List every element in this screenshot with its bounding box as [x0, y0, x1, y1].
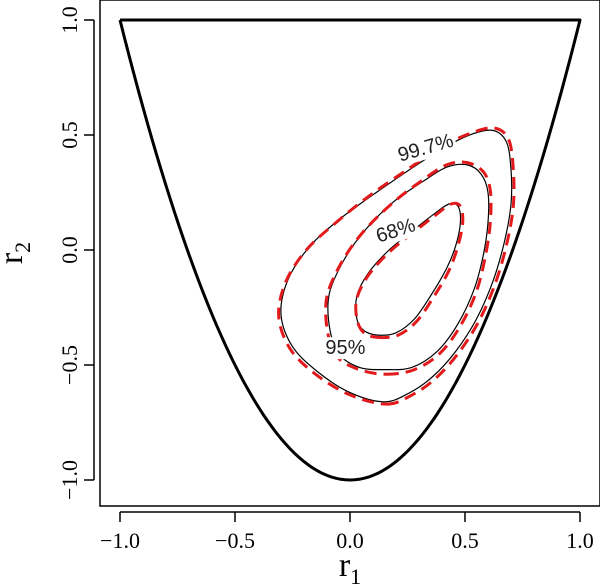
contour-label-layer: 68% 95% 99.7% — [323, 129, 459, 360]
x-tick-label: 0.0 — [336, 528, 364, 553]
contour-solid-95pct — [327, 163, 490, 371]
contour-label-bg-99-7pct — [393, 129, 459, 168]
contour-label-99-7pct: 99.7% — [395, 130, 456, 167]
contour-solid-99-7pct — [280, 129, 513, 403]
feasible-region-boundary — [118, 18, 582, 482]
x-axis-label: r1 — [339, 547, 361, 586]
contour-label-bg-95pct — [323, 337, 368, 360]
y-axis-label-base: r — [0, 252, 30, 264]
y-axis: −1.0 −0.5 0.0 0.5 1.0 — [57, 6, 95, 500]
contour-label-68pct: 68% — [373, 214, 418, 247]
contour-label-95pct: 95% — [325, 337, 365, 359]
x-tick-label: 1.0 — [566, 528, 594, 553]
y-tick-label: 0.0 — [57, 236, 82, 264]
y-tick-label: −0.5 — [57, 345, 82, 385]
contour-dashed-99-7pct — [277, 126, 516, 406]
boundary-layer — [118, 18, 582, 482]
x-tick-label: 0.5 — [451, 528, 479, 553]
contour-dashed-95pct — [324, 160, 493, 376]
x-axis: −1.0 −0.5 0.0 0.5 1.0 — [100, 511, 594, 553]
contour-label-bg-68pct — [371, 213, 421, 249]
y-tick-label: −1.0 — [57, 460, 82, 500]
y-axis-label: r2 — [0, 242, 35, 264]
y-tick-label: 0.5 — [57, 121, 82, 149]
plot-frame — [99, 0, 600, 507]
y-tick-label: 1.0 — [57, 6, 82, 34]
x-tick-label: −0.5 — [215, 528, 255, 553]
contour-dashed-68pct — [354, 201, 465, 340]
contour-solid-68pct — [355, 202, 462, 336]
y-axis-label-sub: 2 — [10, 242, 35, 253]
contour-layer — [277, 126, 516, 406]
x-tick-label: −1.0 — [100, 528, 140, 553]
x-axis-label-sub: 1 — [350, 564, 361, 586]
x-axis-label-base: r — [339, 547, 351, 584]
